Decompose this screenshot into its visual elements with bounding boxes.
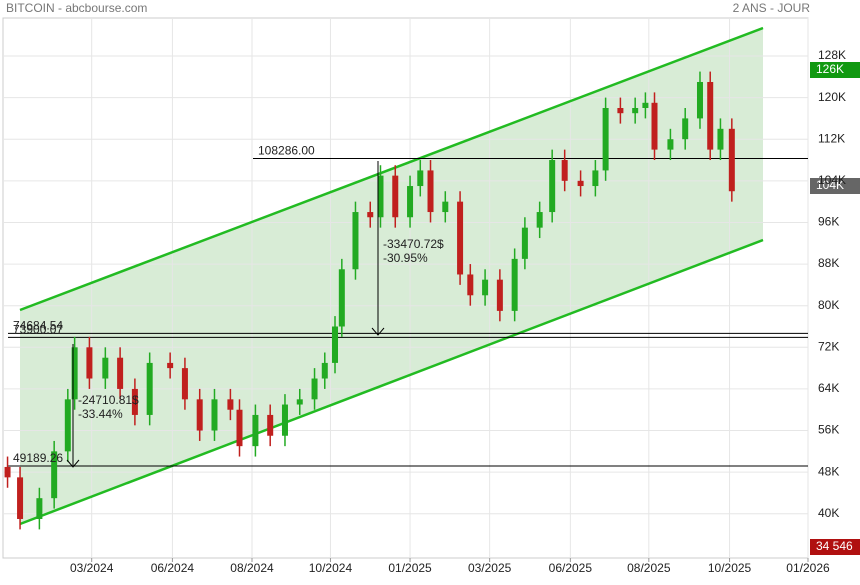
badge-label: 126K [816,62,844,76]
badge [810,62,860,78]
candle-body [717,128,724,150]
candle-body [457,201,464,275]
candle-body [467,274,474,296]
candle-body [651,102,658,150]
candle-body [496,279,503,311]
candle-body [592,170,599,187]
candle-body [427,170,434,213]
y-tick-label: 104K [818,173,846,187]
candle-body [632,108,639,114]
candle-body [321,362,328,379]
candle-body [511,258,518,311]
measure-percent: -33.44% [78,407,123,421]
y-tick-label: 40K [818,506,839,520]
badge-label: 104K [816,178,844,192]
candle-body [227,399,234,410]
y-tick-label: 80K [818,298,839,312]
measure-amount: -24710.81$ [78,393,139,407]
y-tick-label: 56K [818,423,839,437]
channel-upper [19,26,764,312]
candle-body [102,357,109,379]
candle-body [602,108,609,171]
candle-body [352,212,359,270]
candle-body [332,326,339,363]
x-tick-label: 06/2025 [549,561,593,575]
candle-body [117,357,124,389]
candle-body [521,227,528,259]
measure-arrows [66,161,385,468]
candle-body [267,414,274,436]
x-tick-label: 06/2024 [151,561,195,575]
candle-body [296,399,303,405]
x-tick-label: 08/2025 [627,561,671,575]
candle-body [36,498,43,519]
candle-body [392,175,399,218]
x-tick-label: 10/2025 [708,561,752,575]
y-tick-label: 88K [818,256,839,270]
y-tick-label: 48K [818,464,839,478]
x-tick-label: 03/2024 [70,561,114,575]
candle-body [4,466,11,478]
candle-body [442,201,449,213]
candle-body [236,409,243,447]
candle-body [51,451,58,499]
level-label: 49189.26 [13,451,63,465]
candle-body [536,212,543,228]
y-tick-label: 96K [818,215,839,229]
candle-body [86,347,93,379]
candle-body [281,404,288,436]
candle-body [577,180,584,187]
candle-body [377,175,384,218]
channel-lower [19,238,764,526]
candle-body [682,118,689,140]
x-tick-label: 01/2026 [786,561,830,575]
y-tick-label: 128K [818,48,846,62]
candle-body [696,81,703,119]
y-tick-label: 64K [818,381,839,395]
badge [810,178,860,194]
badge [810,539,860,555]
measure-amount: -33470.72$ [383,237,444,251]
x-tick-label: 03/2025 [468,561,512,575]
chart-subtitle: 2 ANS - JOUR [733,1,811,15]
x-tick-label: 08/2024 [230,561,274,575]
chart-title: BITCOIN - abcbourse.com [6,1,147,15]
candle-body [338,269,345,327]
level-label: 73900.07 [13,323,63,337]
candle-body [561,160,568,181]
candle-body [617,108,624,114]
x-tick-label: 10/2024 [309,561,353,575]
channel-fill [20,28,763,524]
candle-body [146,362,153,415]
candle-body [181,368,188,400]
candle-body [367,212,374,218]
candle-body [211,399,218,431]
candle-body [64,399,71,452]
candle-body [131,388,138,415]
x-tick-label: 01/2025 [388,561,432,575]
y-tick-label: 112K [818,131,845,145]
badge-label: 34 546 [816,539,853,553]
candle-body [482,279,489,296]
candle-body [728,128,735,192]
candle-body [17,477,24,519]
candle-body [167,362,174,369]
candle-body [407,186,414,218]
y-tick-label: 72K [818,339,839,353]
candle-body [71,347,78,400]
candle-body [417,170,424,187]
candle-body [642,102,649,108]
level-label: 74684.54 [13,319,63,333]
level-label: 108286.00 [258,144,315,158]
measure-percent: -30.95% [383,251,428,265]
candle-body [667,139,674,150]
candle-body [252,414,259,447]
y-tick-label: 120K [818,90,846,104]
candle-body [196,399,203,431]
candle-body [311,378,318,400]
candle-body [707,81,714,150]
candle-body [549,160,556,213]
